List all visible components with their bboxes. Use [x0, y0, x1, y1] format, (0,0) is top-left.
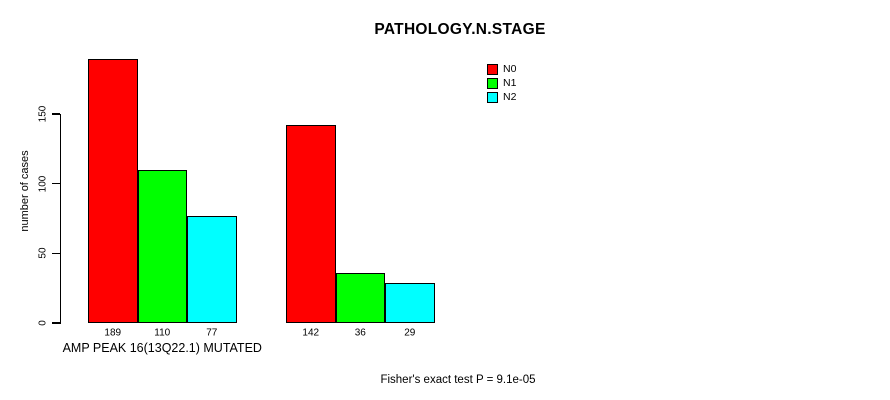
y-axis-tick	[51, 322, 60, 324]
legend-item-N2: N2	[487, 90, 516, 104]
bar-N1-group-1	[137, 169, 187, 323]
x-axis-group-label: AMP PEAK 16(13Q22.1) MUTATED	[62, 341, 262, 355]
legend-swatch-N0	[487, 63, 498, 75]
fisher-test-annotation: Fisher's exact test P = 9.1e-05	[380, 374, 536, 386]
bar-value-label: 36	[354, 327, 366, 339]
legend-swatch-N2	[487, 91, 498, 103]
y-axis-tick-label: 150	[37, 105, 49, 123]
y-axis-tick-label: 100	[37, 175, 49, 192]
legend-label: N1	[503, 77, 517, 89]
bar-N0-group-2	[286, 124, 336, 323]
legend: N0 N1 N2	[487, 62, 516, 104]
bar-N2-group-2	[385, 282, 435, 323]
bar-N2-group-1	[187, 215, 237, 323]
legend-label: N2	[503, 91, 517, 103]
y-axis-tick	[51, 182, 60, 185]
legend-item-N1: N1	[487, 76, 516, 90]
bar-value-label: 110	[154, 327, 171, 339]
bar-value-label: 29	[404, 327, 416, 339]
bar-N1-group-2	[335, 272, 385, 323]
bar-N0-group-1	[88, 59, 138, 323]
legend-label: N0	[503, 63, 517, 75]
bar-value-label: 189	[104, 327, 122, 339]
chart-title: PATHOLOGY.N.STAGE	[374, 21, 546, 38]
y-axis-tick-label: 50	[37, 247, 49, 259]
y-axis-line	[59, 113, 61, 324]
y-axis-tick-label: 0	[37, 320, 49, 326]
y-axis-label: number of cases	[19, 150, 31, 232]
bar-value-label: 142	[302, 327, 320, 339]
y-axis-tick	[51, 252, 60, 255]
bar-value-label: 77	[206, 327, 218, 339]
legend-swatch-N1	[487, 77, 498, 89]
y-axis-tick	[51, 113, 60, 115]
legend-item-N0: N0	[487, 62, 516, 76]
